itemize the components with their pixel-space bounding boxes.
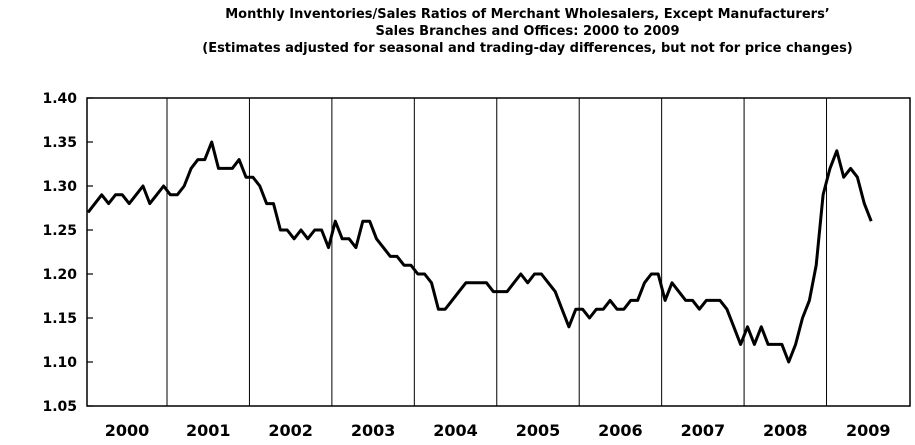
chart-title-line-3: (Estimates adjusted for seasonal and tra… bbox=[202, 41, 853, 56]
y-tick-label: 1.40 bbox=[42, 91, 77, 107]
y-tick-label: 1.35 bbox=[42, 135, 77, 151]
x-tick-label-year: 2001 bbox=[186, 421, 231, 440]
chart-title: Monthly Inventories/Sales Ratios of Merc… bbox=[0, 6, 915, 57]
x-tick-label-year: 2008 bbox=[763, 421, 808, 440]
year-gridlines bbox=[166, 98, 828, 406]
y-tick-label: 1.15 bbox=[42, 311, 77, 327]
y-tick-label: 1.30 bbox=[42, 179, 77, 195]
x-axis: 2000 2001 2002 2003 2004 2005 2006 2007 2008 2009 bbox=[105, 421, 891, 440]
x-tick-label-year: 2009 bbox=[846, 421, 891, 440]
x-tick-label-year: 2004 bbox=[433, 421, 478, 440]
y-axis: 1.40 1.35 1.30 1.25 1.20 1.15 1.10 1.05 bbox=[42, 91, 93, 415]
y-tick-label: 1.05 bbox=[42, 399, 77, 415]
chart-title-line-2: Sales Branches and Offices: 2000 to 2009 bbox=[375, 24, 680, 39]
y-tick-label: 1.25 bbox=[42, 223, 77, 239]
series-layer bbox=[86, 140, 873, 364]
x-tick-label-year: 2002 bbox=[268, 421, 313, 440]
y-tick-label: 1.10 bbox=[42, 355, 77, 371]
y-tick-label: 1.20 bbox=[42, 267, 77, 283]
x-tick-label-year: 2003 bbox=[351, 421, 396, 440]
x-tick-label-year: 2006 bbox=[598, 421, 643, 440]
x-tick-label-year: 2005 bbox=[516, 421, 561, 440]
series-line-inventories-sales-ratio bbox=[86, 140, 873, 364]
x-tick-label-year: 2000 bbox=[105, 421, 150, 440]
plot-frame bbox=[86, 97, 911, 407]
x-tick-label-year: 2007 bbox=[681, 421, 726, 440]
chart-title-line-1: Monthly Inventories/Sales Ratios of Merc… bbox=[225, 7, 830, 22]
